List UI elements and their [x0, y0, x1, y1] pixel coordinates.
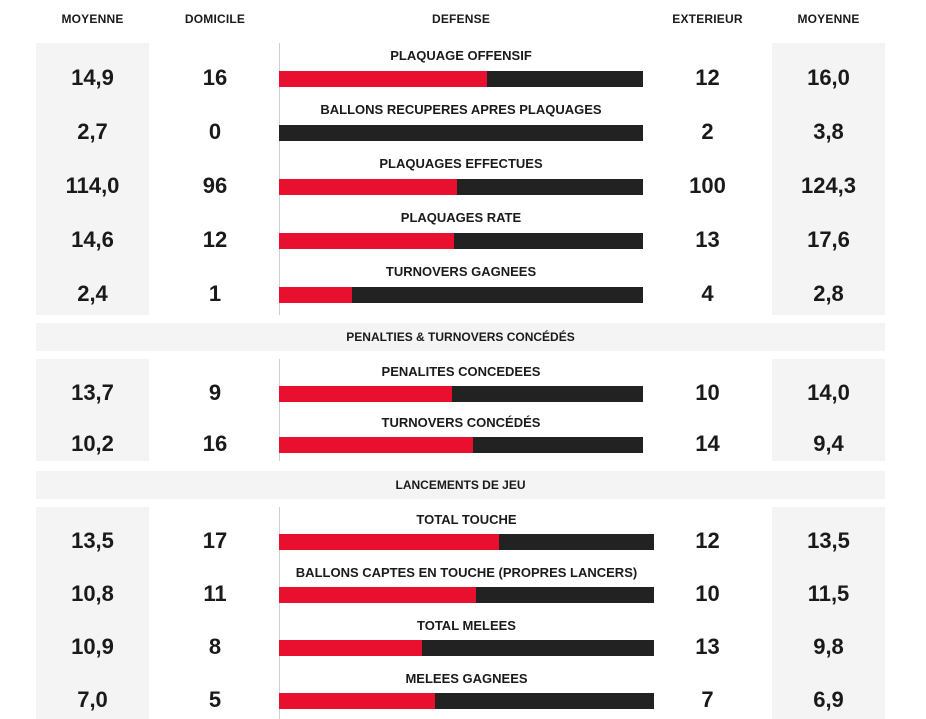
stat-label: TOTAL TOUCHE: [416, 512, 517, 527]
stat-label: BALLONS CAPTES EN TOUCHE (PROPRES LANCER…: [295, 565, 638, 580]
section-title: DEFENSE: [431, 12, 491, 26]
comparison-bar: [279, 437, 643, 453]
home-share-fill: [279, 640, 422, 656]
comparison-bar: [279, 693, 654, 709]
away-value: 7: [701, 687, 714, 712]
stat-label: PLAQUAGE OFFENSIF: [390, 48, 532, 63]
away-header: EXTERIEUR: [672, 12, 743, 26]
away-average-value: 9,8: [813, 634, 844, 659]
stat-label: TURNOVERS CONCÉDÉS: [381, 415, 541, 430]
away-average-value: 9,4: [813, 431, 844, 456]
home-average-value: 13,7: [71, 380, 114, 405]
comparison-bar: [279, 534, 654, 550]
away-value: 12: [695, 65, 720, 90]
stat-label: PLAQUAGES RATE: [400, 210, 522, 225]
stat-label: TOTAL MELEES: [417, 618, 516, 633]
home-value: 16: [202, 431, 228, 456]
away-average-panel: [772, 359, 885, 461]
stat-label: BALLONS RECUPERES APRES PLAQUAGES: [320, 102, 602, 117]
comparison-bar: [279, 386, 643, 402]
bar-baseline: [279, 507, 280, 719]
home-average-panel: [36, 43, 149, 315]
away-value: 13: [695, 634, 720, 659]
section-header: LANCEMENTS DE JEU: [36, 471, 885, 499]
home-average-value: 10,9: [71, 634, 114, 659]
home-value: 96: [202, 173, 228, 198]
away-value: 10: [695, 380, 720, 405]
home-share-fill: [279, 437, 473, 453]
home-share-fill: [279, 587, 476, 603]
home-average-value: 7,0: [77, 687, 108, 712]
home-average-value: 14,9: [71, 65, 114, 90]
home-share-fill: [279, 534, 499, 550]
home-share-fill: [279, 179, 458, 195]
away-average-value: 2,8: [813, 281, 844, 306]
away-value: 4: [701, 281, 714, 306]
comparison-bar: [279, 71, 643, 87]
comparison-bar: [279, 287, 643, 303]
home-average-header: MOYENNE: [61, 12, 124, 26]
home-value: 0: [208, 119, 222, 144]
home-share-fill: [279, 693, 436, 709]
comparison-bar: [279, 233, 643, 249]
away-average-panel: [772, 43, 885, 315]
home-value: 9: [208, 380, 222, 405]
comparison-bar: [279, 179, 643, 195]
home-average-value: 14,6: [71, 227, 114, 252]
away-average-value: 13,5: [807, 528, 850, 553]
away-average-header: MOYENNE: [797, 12, 860, 26]
away-value: 14: [695, 431, 720, 456]
home-value: 12: [202, 227, 228, 252]
stat-label: MELEES GAGNEES: [405, 671, 528, 686]
home-value: 11: [203, 581, 227, 606]
home-average-value: 10,8: [71, 581, 114, 606]
home-value: 8: [208, 634, 222, 659]
away-value: 2: [701, 119, 714, 144]
away-value: 12: [695, 528, 720, 553]
home-value: 16: [202, 65, 228, 90]
home-average-value: 2,7: [77, 119, 108, 144]
home-average-value: 114,0: [65, 173, 120, 198]
away-average-value: 3,8: [813, 119, 844, 144]
home-average-panel: [36, 359, 149, 461]
section-header: PENALTIES & TURNOVERS CONCÉDÉS: [36, 323, 885, 351]
comparison-bar: [279, 125, 643, 141]
away-average-value: 17,6: [807, 227, 850, 252]
home-header: DOMICILE: [184, 12, 246, 26]
away-average-value: 6,9: [813, 687, 844, 712]
home-average-value: 10,2: [71, 431, 114, 456]
stat-label: PENALITES CONCEDEES: [381, 364, 541, 379]
home-average-value: 2,4: [77, 281, 108, 306]
home-share-fill: [279, 71, 487, 87]
away-value: 100: [689, 173, 726, 198]
home-share-fill: [279, 287, 352, 303]
home-value: 1: [208, 281, 222, 306]
away-average-value: 16,0: [807, 65, 850, 90]
home-value: 17: [202, 528, 228, 553]
home-share-fill: [279, 233, 454, 249]
comparison-bar: [279, 587, 654, 603]
bar-baseline: [279, 359, 280, 461]
home-share-fill: [279, 386, 452, 402]
away-average-value: 14,0: [807, 380, 850, 405]
home-average-panel: [36, 507, 149, 719]
home-value: 5: [208, 687, 222, 712]
away-value: 13: [695, 227, 720, 252]
column-header: MOYENNE DOMICILE DEFENSE EXTERIEUR MOYEN…: [0, 0, 926, 40]
away-average-value: 124,3: [800, 173, 857, 198]
stat-label: PLAQUAGES EFFECTUES: [379, 156, 543, 171]
away-value: 10: [695, 581, 720, 606]
comparison-bar: [279, 640, 654, 656]
away-average-value: 11,5: [807, 581, 850, 606]
away-average-panel: [772, 507, 885, 719]
home-average-value: 13,5: [71, 528, 114, 553]
stat-label: TURNOVERS GAGNEES: [385, 264, 537, 279]
